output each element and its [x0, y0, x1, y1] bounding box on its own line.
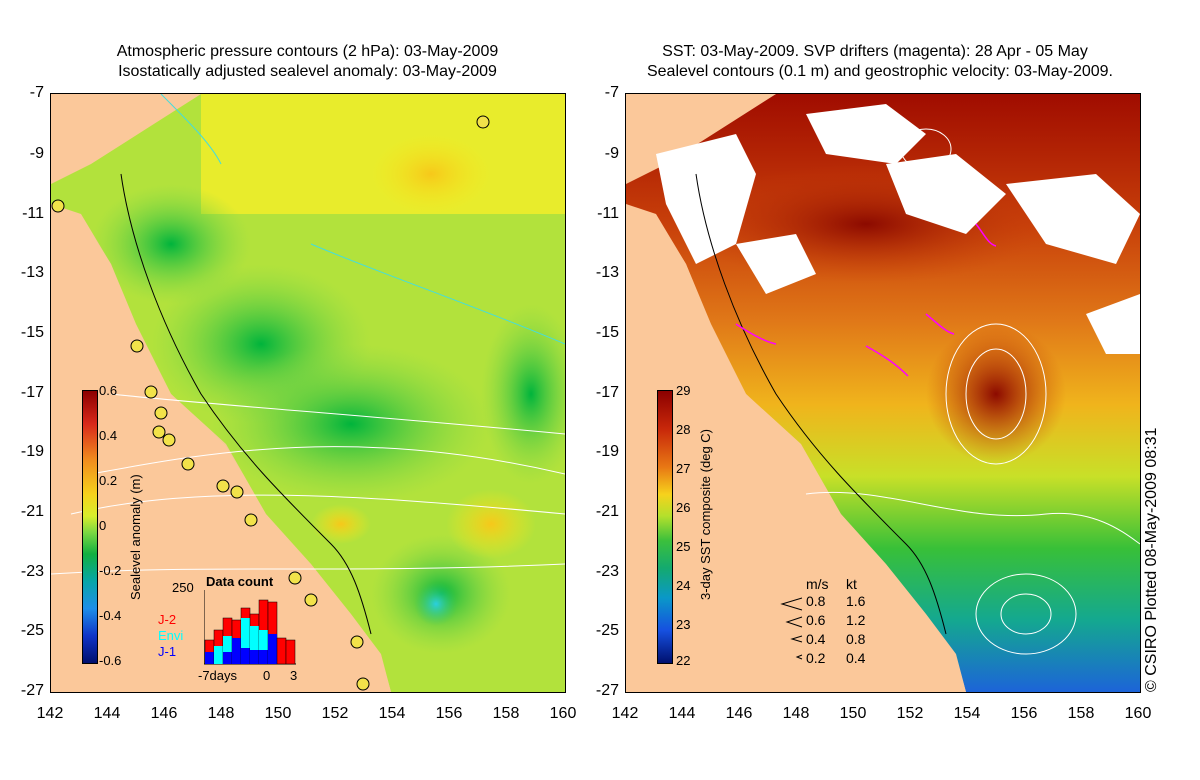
left-lat-tick: -17 [20, 384, 44, 401]
right-lat-tick: -13 [595, 264, 619, 281]
series-label-envi: Envi [158, 628, 184, 643]
left-lon-tick: 154 [378, 705, 406, 722]
velocity-legend-header-kt: kt [846, 576, 857, 592]
right-lat-tick: -27 [595, 682, 619, 699]
right-title-line1: SST: 03-May-2009. SVP drifters (magenta)… [662, 43, 1088, 60]
data-count-title: Data count [206, 574, 274, 589]
right-lat-tick: -7 [604, 84, 619, 101]
series-label-j1: J-1 [158, 644, 177, 659]
right-lon-tick: 144 [668, 705, 696, 722]
sst-colorbar [657, 390, 673, 664]
right-lon-tick: 142 [611, 705, 639, 722]
australia-land [51, 209, 391, 692]
right-lon-tick: 146 [725, 705, 753, 722]
right-lon-tick: 158 [1067, 705, 1095, 722]
plot-credit: © CSIRO Plotted 08-May-2009 08:31 [1143, 427, 1160, 692]
sst-australia-land [626, 209, 966, 692]
left-lon-tick: 152 [321, 705, 349, 722]
right-lat-tick: -9 [604, 145, 619, 162]
right-lon-tick: 156 [1010, 705, 1038, 722]
left-title-line2: Isostatically adjusted sealevel anomaly:… [118, 63, 497, 80]
velocity-legend-kt: 1.6 [846, 593, 866, 609]
sealevel-colorbar-tick: 0 [99, 518, 107, 533]
sealevel-colorbar-tick: 0.6 [99, 383, 118, 398]
left-lon-tick: 160 [549, 705, 577, 722]
left-lon-tick: 144 [93, 705, 121, 722]
velocity-legend-ms: 0.4 [806, 631, 826, 647]
velocity-legend-ms: 0.8 [806, 593, 826, 609]
data-count-xtick: 3 [290, 668, 298, 683]
data-count-xtick: 0 [263, 668, 271, 683]
left-lon-tick: 142 [36, 705, 64, 722]
left-lat-tick: -27 [20, 682, 44, 699]
left-lat-tick: -25 [20, 622, 44, 639]
left-lon-tick: 158 [492, 705, 520, 722]
left-lat-tick: -15 [20, 324, 44, 341]
sealevel-colorbar-tick: -0.2 [99, 563, 122, 578]
data-count-ymax: 250 [172, 580, 194, 595]
right-lon-tick: 148 [782, 705, 810, 722]
sst-colorbar-tick: 27 [676, 461, 691, 476]
data-count-xtick: -7days [198, 668, 238, 683]
sealevel-colorbar-label: Sealevel anomaly (m) [128, 474, 143, 600]
velocity-legend-kt: 0.4 [846, 650, 866, 666]
right-lon-tick: 152 [896, 705, 924, 722]
velocity-legend-ms: 0.6 [806, 612, 826, 628]
left-lon-tick: 148 [207, 705, 235, 722]
sst-map [625, 93, 1141, 693]
sst-colorbar-label: 3-day SST composite (deg C) [698, 429, 713, 600]
sealevel-colorbar-tick: -0.4 [99, 608, 122, 623]
sealevel-colorbar-tick: 0.2 [99, 473, 118, 488]
left-title-line1: Atmospheric pressure contours (2 hPa): 0… [116, 43, 499, 60]
left-lon-tick: 150 [264, 705, 292, 722]
right-title-line2: Sealevel contours (0.1 m) and geostrophi… [646, 63, 1113, 80]
left-lon-tick: 156 [435, 705, 463, 722]
left-lat-tick: -23 [20, 563, 44, 580]
data-count-histogram [204, 590, 296, 665]
sst-colorbar-tick: 25 [676, 539, 691, 554]
right-lat-tick: -19 [595, 443, 619, 460]
right-lat-tick: -17 [595, 384, 619, 401]
left-lat-tick: -9 [29, 145, 44, 162]
left-lat-tick: -19 [20, 443, 44, 460]
left-lat-tick: -11 [22, 205, 44, 222]
sst-colorbar-tick: 26 [676, 500, 691, 515]
sst-colorbar-tick: 22 [676, 653, 691, 668]
velocity-legend-kt: 0.8 [846, 631, 866, 647]
right-lat-tick: -11 [597, 205, 619, 222]
sealevel-colorbar [82, 390, 98, 664]
velocity-legend-arrows [780, 597, 803, 660]
left-lon-tick: 146 [150, 705, 178, 722]
sealevel-anomaly-map [50, 93, 566, 693]
right-lat-tick: -23 [595, 563, 619, 580]
left-lat-tick: -21 [20, 503, 44, 520]
sealevel-colorbar-tick: -0.6 [99, 653, 122, 668]
right-lon-tick: 150 [839, 705, 867, 722]
sst-colorbar-tick: 29 [676, 383, 691, 398]
right-lat-tick: -25 [595, 622, 619, 639]
left-lat-tick: -13 [20, 264, 44, 281]
right-lon-tick: 160 [1124, 705, 1152, 722]
left-lat-tick: -7 [29, 84, 44, 101]
png-land [51, 94, 201, 154]
velocity-legend-kt: 1.2 [846, 612, 866, 628]
sst-colorbar-tick: 28 [676, 422, 691, 437]
right-lat-tick: -21 [595, 503, 619, 520]
sst-colorbar-tick: 23 [676, 617, 691, 632]
velocity-legend-ms: 0.2 [806, 650, 826, 666]
right-lat-tick: -15 [595, 324, 619, 341]
right-lon-tick: 154 [953, 705, 981, 722]
series-label-j2: J-2 [158, 612, 177, 627]
sealevel-colorbar-tick: 0.4 [99, 428, 118, 443]
velocity-legend-header-ms: m/s [806, 576, 829, 592]
sst-colorbar-tick: 24 [676, 578, 691, 593]
